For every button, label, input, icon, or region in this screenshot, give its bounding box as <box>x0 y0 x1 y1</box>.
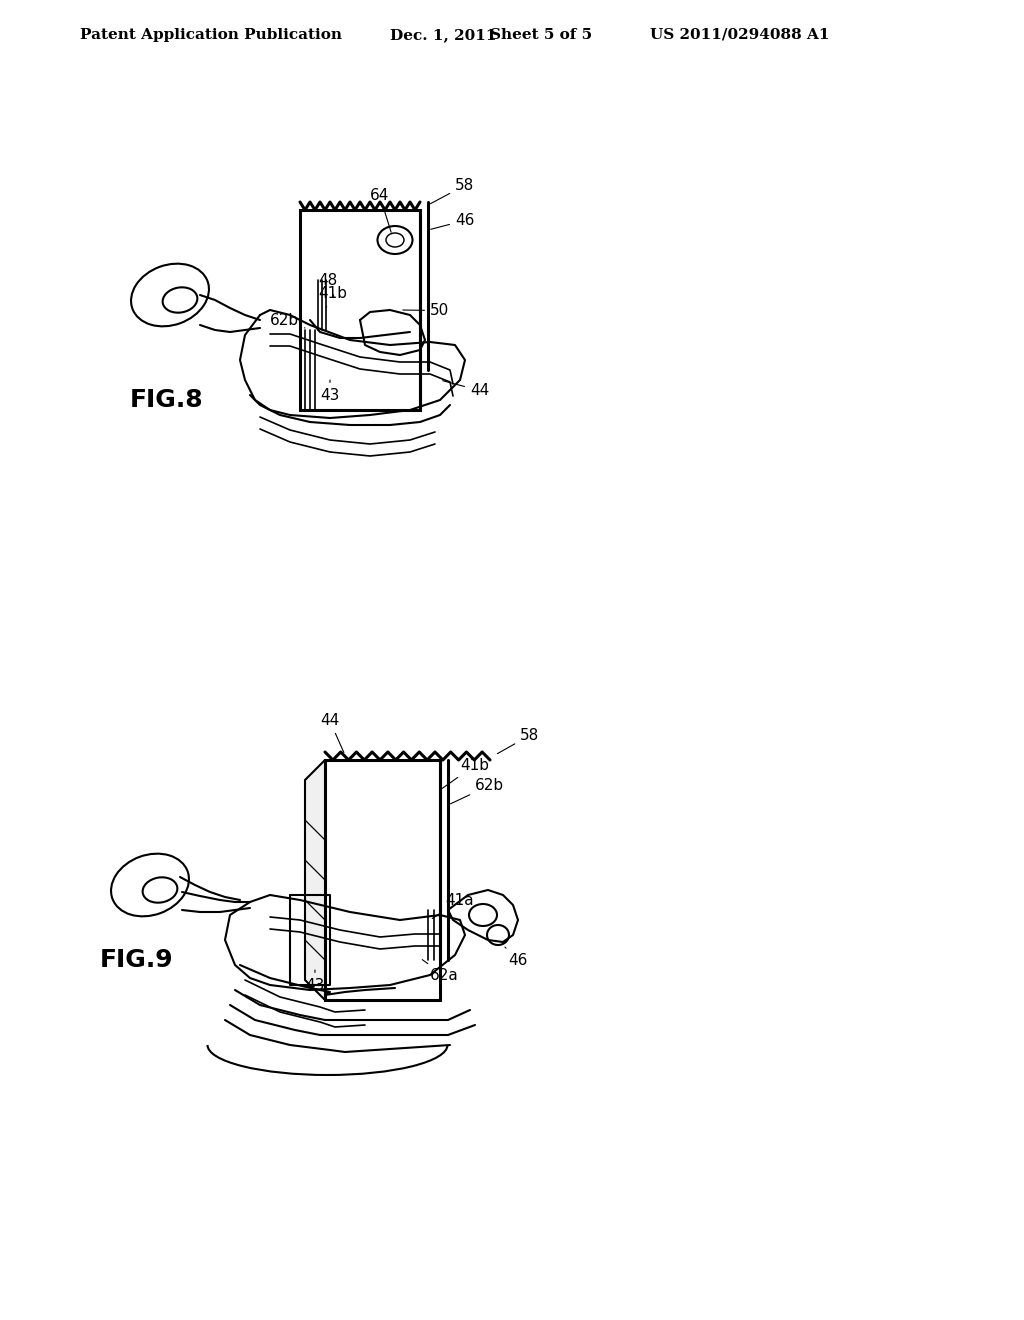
Text: 50: 50 <box>402 304 450 318</box>
Text: 48: 48 <box>318 273 337 297</box>
Text: 43: 43 <box>305 970 325 993</box>
Text: 46: 46 <box>505 946 527 968</box>
Text: Sheet 5 of 5: Sheet 5 of 5 <box>490 28 592 42</box>
Text: FIG.9: FIG.9 <box>100 948 174 972</box>
Text: 62b: 62b <box>270 313 305 327</box>
Text: Dec. 1, 2011: Dec. 1, 2011 <box>390 28 497 42</box>
Text: 62a: 62a <box>422 960 459 983</box>
Text: 43: 43 <box>319 380 339 403</box>
Text: 46: 46 <box>431 213 474 230</box>
Text: 41b: 41b <box>442 758 489 788</box>
Text: 58: 58 <box>430 178 474 203</box>
Text: Patent Application Publication: Patent Application Publication <box>80 28 342 42</box>
Text: 41b: 41b <box>318 286 347 308</box>
Text: 41a: 41a <box>432 894 474 919</box>
Text: 64: 64 <box>370 187 391 232</box>
Polygon shape <box>305 760 325 1001</box>
Text: 44: 44 <box>442 380 489 399</box>
Text: 62b: 62b <box>451 777 504 804</box>
Text: 44: 44 <box>319 713 344 752</box>
Text: US 2011/0294088 A1: US 2011/0294088 A1 <box>650 28 829 42</box>
Text: 58: 58 <box>498 729 540 754</box>
Text: FIG.8: FIG.8 <box>130 388 204 412</box>
Bar <box>300 210 420 411</box>
Bar <box>325 760 440 1001</box>
